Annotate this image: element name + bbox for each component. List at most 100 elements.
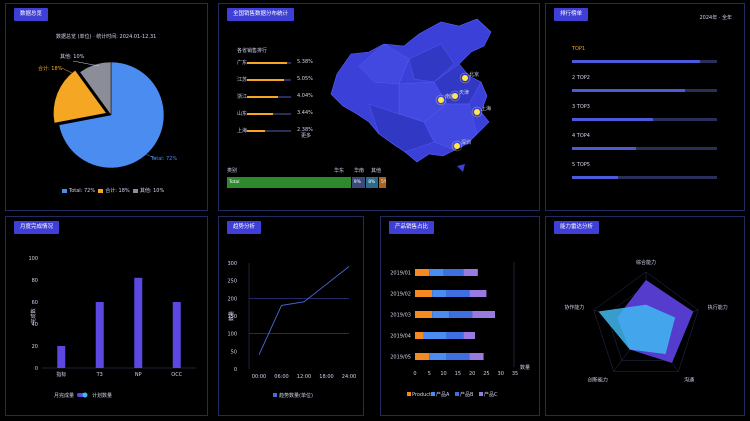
radar-indicator-label: 协作能力 <box>564 304 584 311</box>
rank-name: 浙江 <box>237 94 248 100</box>
y-tick-label: 100 <box>28 256 38 262</box>
rank-track <box>247 130 291 132</box>
stack-segment: 9% <box>351 177 367 188</box>
city-dot <box>438 97 444 103</box>
y-tick-label: 80 <box>32 278 38 284</box>
x-tick-label: 30 <box>498 371 504 377</box>
rank-fill <box>247 79 285 81</box>
rank-item-label: 5 TOP5 <box>572 162 590 168</box>
rank-value: 3.44% <box>297 110 313 116</box>
map-list-title: 各省销售排行 <box>237 48 268 54</box>
bar-segment <box>432 311 450 318</box>
y-tick-label: 0 <box>35 366 38 372</box>
pie-label-orange: 合计: 18% <box>38 66 63 72</box>
province-shape <box>368 103 435 153</box>
pie-label-gray: 其他: 10% <box>60 54 85 60</box>
legend-swatch <box>407 392 411 396</box>
pie-slice-2 <box>79 61 112 116</box>
city-ring <box>449 90 461 102</box>
bar-segment <box>446 353 470 360</box>
panel-monthly: 月度完成情况 0 20 40 60 80 100 指标 T3 NP OCC 完成数 月完成量 计划数量 <box>5 216 208 416</box>
y-tick-label: 50 <box>231 349 237 355</box>
legend-swatch <box>479 392 483 396</box>
rank-item-bar <box>572 147 636 150</box>
pie-chart <box>53 60 165 169</box>
y-tick-label: 20 <box>32 344 38 350</box>
legend-swatch <box>98 188 104 193</box>
rank-item-bar <box>572 118 654 121</box>
y-axis-label: 数量 <box>228 311 235 321</box>
panel-title: 数据总览 <box>14 8 49 21</box>
line-chart: 0 50 100 150 200 250 300 00:00 06:00 12:00 18:00 24… <box>227 261 356 399</box>
legend-swatch <box>431 392 435 396</box>
legend-entry: Product <box>412 392 431 398</box>
panel-title: 全国销售数据分布统计 <box>227 8 295 21</box>
city-ring <box>459 72 471 84</box>
x-tick-label: 00:00 <box>252 374 266 380</box>
bar-segment <box>423 332 447 339</box>
legend-toggle <box>82 392 88 398</box>
rank-item-bar <box>572 89 686 92</box>
stack-segment: 8% <box>366 177 379 188</box>
bar-segment <box>446 290 470 297</box>
legend-entry: 月完成量 <box>54 392 74 399</box>
city-ring <box>451 140 463 152</box>
y-tick-label: 2019/03 <box>390 313 411 319</box>
legend-entry: 趋势数量(单位) <box>279 392 313 399</box>
panel-map: 全国销售数据分布统计 各省销售排行 北京 天津 南京 上海 深圳 广东 5.38% 江苏 5.… <box>218 3 540 211</box>
y-tick-label: 200 <box>227 296 237 302</box>
pie-leader-line <box>72 60 100 67</box>
x-tick-label: 20 <box>469 371 475 377</box>
legend-entry: 产品A <box>436 391 450 398</box>
rank-name: 广东 <box>237 60 248 66</box>
legend-entry: Total: 72% <box>69 188 96 194</box>
city-label: 深圳 <box>461 139 471 146</box>
x-tick-label: 5 <box>428 371 431 377</box>
bar-segment <box>415 269 430 276</box>
stack-header: 华南 <box>354 168 365 174</box>
bar-segment <box>415 290 433 297</box>
panel-title: 月度完成情况 <box>14 221 60 234</box>
city-label: 上海 <box>481 105 491 112</box>
city-dot <box>454 143 460 149</box>
x-tick-label: T3 <box>96 372 103 378</box>
legend-entry: 其他: 10% <box>139 188 165 194</box>
legend-swatch <box>455 392 459 396</box>
stack-header: 类别 <box>227 168 238 174</box>
panel-overview: 数据总览 数据总览 (单位) · 统计时间: 2024.01-12.31 其他:… <box>5 3 208 211</box>
radar-indicator-label: 创新能力 <box>588 377 608 384</box>
y-tick-label: 60 <box>32 300 38 306</box>
bar-segment <box>463 269 478 276</box>
x-tick-label: OCC <box>171 372 182 378</box>
rank-item-label: 3 TOP3 <box>572 104 590 110</box>
rank-item-label: TOP1 <box>572 46 586 52</box>
rank-item-label: 2 TOP2 <box>572 75 590 81</box>
x-tick-label: 0 <box>413 371 416 377</box>
pie-leader-line <box>145 153 157 160</box>
y-tick-label: 250 <box>227 279 237 285</box>
rank-name: 上海 <box>237 128 248 134</box>
legend-entry: 合计: 18% <box>105 188 130 194</box>
pie-leader-line <box>61 67 75 75</box>
panel-title: 排行榜单 <box>554 8 589 21</box>
rank-value: 2.38% <box>297 127 313 133</box>
legend-entry: 产品B <box>460 391 474 398</box>
rank-item-bar <box>572 176 619 179</box>
bar-segment <box>415 311 433 318</box>
y-tick-label: 150 <box>227 314 237 320</box>
bar-segment <box>449 311 473 318</box>
x-tick-label: 12:00 <box>297 374 311 380</box>
y-tick-label: 0 <box>234 367 237 373</box>
panel-title: 产品销售占比 <box>389 221 435 234</box>
bar-segment <box>415 332 424 339</box>
horizontal-bar-chart: 2019/01 2019/02 2019/03 2019/04 2019/05 0 5 10 1… <box>390 262 530 398</box>
rank-item-bar <box>572 60 700 63</box>
y-tick-label: 2019/04 <box>390 334 411 340</box>
rank-value: 4.04% <box>297 93 313 99</box>
city-dot <box>474 109 480 115</box>
map-list-foot: 更多 <box>301 133 312 139</box>
bar-指标 <box>57 346 66 368</box>
legend-entry: 计划数量 <box>92 392 112 399</box>
